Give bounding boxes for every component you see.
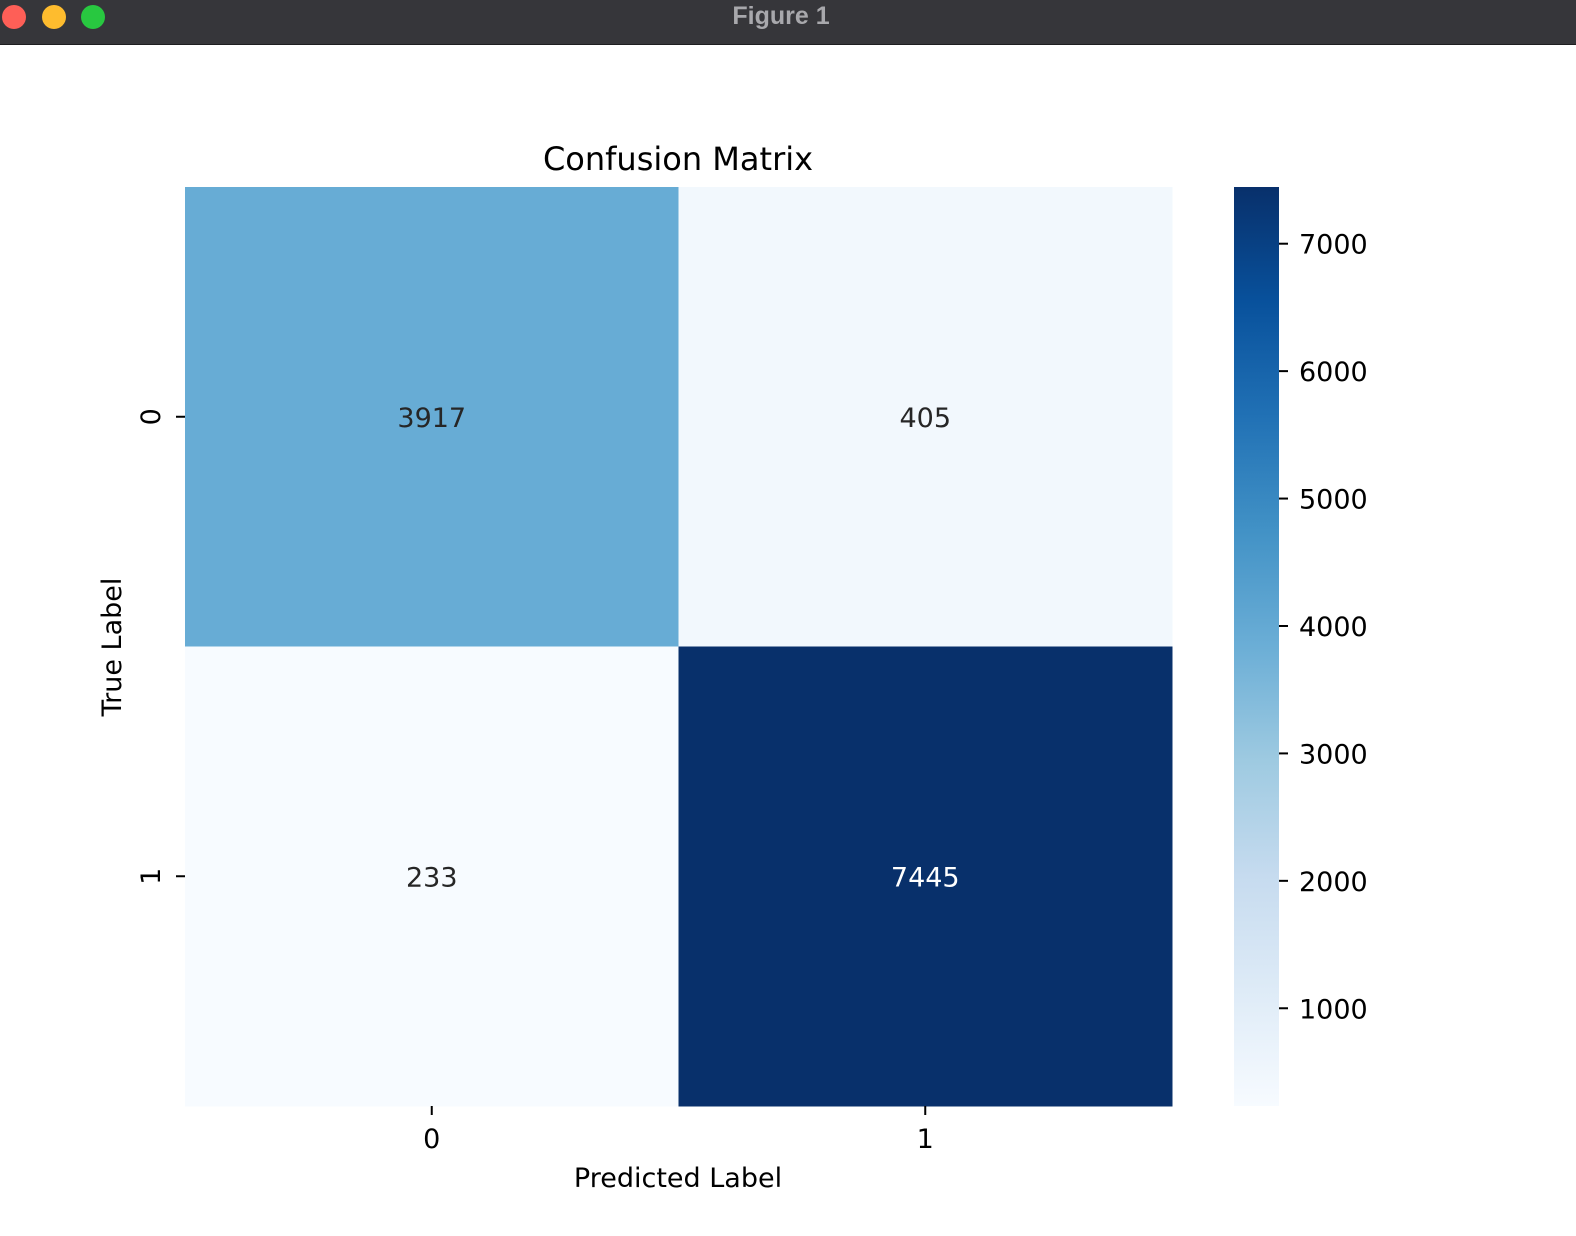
x-axis-label: Predicted Label: [574, 1163, 782, 1194]
cell-1-0: [185, 646, 679, 1107]
x-tick-label: 0: [423, 1124, 440, 1155]
cell-value-label: 405: [899, 403, 951, 434]
minimize-window-button[interactable]: [42, 5, 66, 29]
confusion-matrix-figure: Confusion Matrix 3917 405 233 7445 0 1 Predi…: [97, 140, 1368, 1194]
cell-value-label: 3917: [397, 403, 466, 434]
colorbar-tick-label: 3000: [1299, 739, 1368, 770]
cell-0-0: [185, 187, 679, 647]
chart-title: Confusion Matrix: [543, 140, 813, 178]
colorbar-tick-label: 1000: [1299, 994, 1368, 1025]
y-axis-label: True Label: [97, 578, 128, 718]
colorbar-tick-label: 4000: [1299, 612, 1368, 643]
window-title: Figure 1: [732, 2, 830, 30]
y-tick-label: 1: [136, 868, 167, 885]
cell-value-label: 233: [406, 862, 458, 893]
zoom-window-button[interactable]: [81, 5, 105, 29]
colorbar-tick-label: 7000: [1299, 230, 1368, 261]
cell-1-1: [678, 646, 1173, 1107]
cell-0-1: [678, 187, 1173, 647]
colorbar-tick-label: 2000: [1299, 867, 1368, 898]
window-titlebar: Figure 1: [0, 0, 1576, 45]
close-window-button[interactable]: [2, 5, 26, 29]
colorbar-tick-label: 5000: [1299, 485, 1368, 516]
x-tick-label: 1: [917, 1124, 934, 1155]
y-tick-label: 0: [136, 408, 167, 425]
cell-value-label: 7445: [891, 862, 960, 893]
colorbar: [1234, 187, 1279, 1106]
colorbar-tick-label: 6000: [1299, 357, 1368, 388]
